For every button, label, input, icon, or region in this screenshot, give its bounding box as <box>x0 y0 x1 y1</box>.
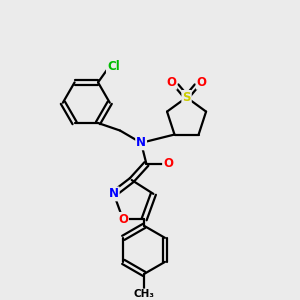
Text: O: O <box>196 76 207 89</box>
Text: CH₃: CH₃ <box>134 290 154 299</box>
Text: O: O <box>163 158 173 170</box>
Text: O: O <box>167 76 176 89</box>
Text: N: N <box>136 136 146 149</box>
Text: Cl: Cl <box>107 60 120 73</box>
Text: N: N <box>109 188 119 200</box>
Text: O: O <box>118 213 128 226</box>
Text: S: S <box>182 91 191 104</box>
